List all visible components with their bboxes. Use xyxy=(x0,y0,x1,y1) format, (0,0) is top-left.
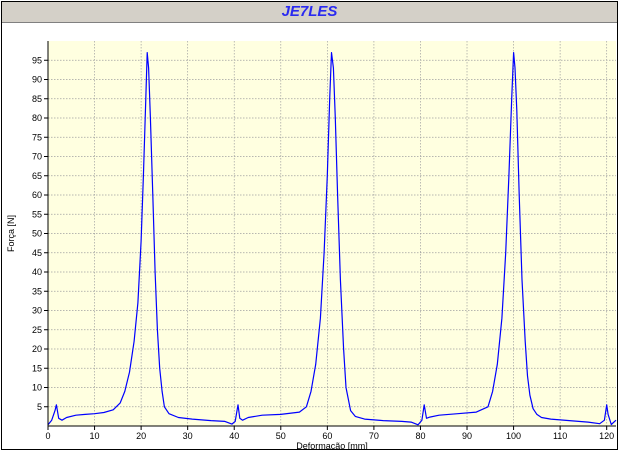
y-tick-label: 40 xyxy=(32,267,42,277)
y-tick-label: 75 xyxy=(32,132,42,142)
y-tick-label: 70 xyxy=(32,152,42,162)
x-tick-label: 40 xyxy=(229,431,239,441)
y-tick-label: 5 xyxy=(37,402,42,412)
y-tick-label: 50 xyxy=(32,229,42,239)
y-tick-label: 10 xyxy=(32,383,42,393)
y-tick-label: 65 xyxy=(32,171,42,181)
y-tick-label: 30 xyxy=(32,306,42,316)
y-axis-title: Força [N] xyxy=(6,215,16,252)
x-tick-label: 90 xyxy=(462,431,472,441)
y-tick-label: 85 xyxy=(32,94,42,104)
x-tick-label: 110 xyxy=(553,431,567,441)
series-line-0 xyxy=(47,52,617,426)
x-tick-label: 60 xyxy=(322,431,332,441)
y-tick-label: 45 xyxy=(32,248,42,258)
y-tick-label: 20 xyxy=(32,344,42,354)
x-tick-label: 0 xyxy=(45,431,50,441)
y-tick-label: 95 xyxy=(32,55,42,65)
x-tick-label: 100 xyxy=(506,431,521,441)
x-tick-label: 70 xyxy=(369,431,379,441)
chart-title-bar: JE7LES xyxy=(2,2,617,23)
x-axis-title: Deformação [mm] xyxy=(296,441,368,449)
y-tick-label: 80 xyxy=(32,113,42,123)
axes: 0 10 20 30 40 50 60 70 80 90 100 110 120 5 10 15 20 25 30 3… xyxy=(32,41,616,441)
series-layer xyxy=(47,52,617,426)
y-tick-label: 15 xyxy=(32,363,42,373)
plot-area xyxy=(48,41,616,426)
y-tick-label: 60 xyxy=(32,190,42,200)
x-tick-label: 120 xyxy=(599,431,614,441)
x-tick-label: 10 xyxy=(90,431,100,441)
y-tick-label: 35 xyxy=(32,286,42,296)
chart-title: JE7LES xyxy=(281,3,338,20)
x-tick-label: 20 xyxy=(136,431,146,441)
y-tick-label: 90 xyxy=(32,75,42,85)
y-tick-label: 55 xyxy=(32,209,42,219)
x-tick-label: 80 xyxy=(415,431,425,441)
x-tick-label: 30 xyxy=(183,431,193,441)
x-tick-label: 50 xyxy=(276,431,286,441)
chart-svg: 0 10 20 30 40 50 60 70 80 90 100 110 120 5 10 15 20 25 30 3… xyxy=(6,41,617,449)
y-tick-label: 25 xyxy=(32,325,42,335)
